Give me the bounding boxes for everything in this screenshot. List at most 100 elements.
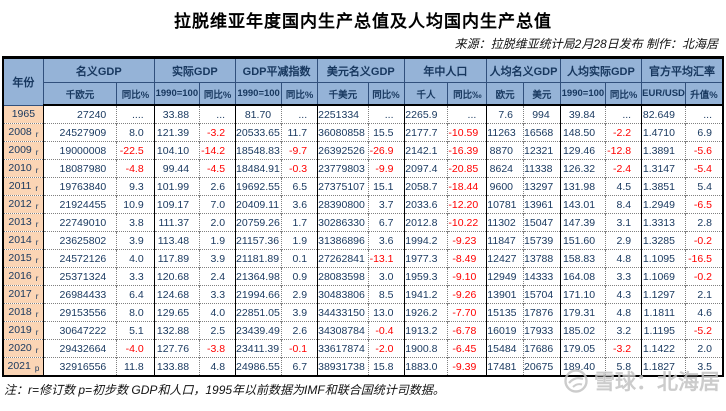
value-cell: 34433150 xyxy=(317,303,369,322)
value-cell: 39.84 xyxy=(559,104,606,124)
value-cell: 27240 xyxy=(42,104,117,124)
value-cell: 3.3 xyxy=(605,267,642,286)
value-cell: 2.4 xyxy=(199,267,236,286)
value-cell: -3.2 xyxy=(605,339,642,358)
value-cell: 111.37 xyxy=(153,213,200,232)
group-header-cell: 年份 xyxy=(2,57,44,106)
group-header-cell: 年中人口 xyxy=(403,57,488,83)
table-row: 2020 r 29432664 -4.0 127.76 -3.8 23411.39 -0.1 3… xyxy=(3,339,723,358)
revision-mark: p xyxy=(34,364,40,373)
value-cell: 9600 xyxy=(486,177,524,196)
value-cell: 8.0 xyxy=(116,123,155,142)
value-cell: 25371324 xyxy=(42,267,117,286)
value-cell: 20759.26 xyxy=(235,213,282,232)
value-cell: 1.1195 xyxy=(641,321,686,340)
value-cell: -6.78 xyxy=(447,321,487,340)
value-cell: 8870 xyxy=(486,141,524,160)
revision-mark: r xyxy=(35,148,39,157)
value-cell: -0.1 xyxy=(281,339,318,358)
table-row: 2021 p 32916556 11.8 133.88 4.8 24986.55 6.7 389… xyxy=(3,357,723,376)
value-cell: 24986.55 xyxy=(235,357,282,376)
year-cell: 2016 r xyxy=(3,267,44,286)
value-cell: -0.3 xyxy=(281,159,318,178)
value-cell: ... xyxy=(199,104,236,124)
value-cell: 15047 xyxy=(523,213,561,232)
group-header-cell: 人均名义GDP xyxy=(486,57,561,83)
value-cell: 1.1422 xyxy=(641,339,686,358)
value-cell: 1959.3 xyxy=(403,267,448,286)
value-cell: 11338 xyxy=(523,159,561,178)
revision-mark: r xyxy=(35,292,39,301)
value-cell: ... xyxy=(685,104,723,124)
footnote: 注：r=修订数 p=初步数 GDP和人口，1995年以前数据为IMF和联合国统计… xyxy=(4,383,445,397)
value-cell: 3.5 xyxy=(685,357,723,376)
table-row: 2016 r 25371324 3.3 120.68 2.4 21364.98 0.9 2808… xyxy=(3,267,723,286)
value-cell: 2.0 xyxy=(685,339,723,358)
value-cell: 10.9 xyxy=(116,195,155,214)
year-cell: 2021 p xyxy=(3,357,44,376)
value-cell: 132.88 xyxy=(153,321,200,340)
value-cell: 2.8 xyxy=(685,213,723,232)
revision-mark: r xyxy=(35,202,39,211)
year-cell: 2012 r xyxy=(3,195,44,214)
value-cell: 1.4710 xyxy=(641,123,686,142)
group-header-row: 年份 名义GDP 实际GDP GDP平减指数 美元名义GDP 年中人口 人均名义GDP 人均实… xyxy=(2,57,724,106)
source-line: 来源：拉脱维亚统计局2月28日发布 制作：北海居 xyxy=(454,37,718,51)
revision-mark: r xyxy=(35,166,39,175)
year-cell: 2019 r xyxy=(3,321,44,340)
value-cell: -7.70 xyxy=(447,303,487,322)
value-cell: 185.02 xyxy=(559,321,606,340)
value-cell: -9.39 xyxy=(447,357,487,376)
value-cell: 1900.8 xyxy=(403,339,448,358)
value-cell: 143.01 xyxy=(559,195,606,214)
table-row: 2015 r 24572126 4.0 117.89 3.9 21181.89 0.1 2726… xyxy=(3,249,723,268)
value-cell: -10.22 xyxy=(447,213,487,232)
value-cell: ... xyxy=(281,104,318,124)
value-cell: 15135 xyxy=(486,303,524,322)
value-cell: 8.4 xyxy=(605,195,642,214)
value-cell: 1.7 xyxy=(281,213,318,232)
value-cell: 5.1 xyxy=(116,321,155,340)
value-cell: 17933 xyxy=(523,321,561,340)
value-cell: 19763840 xyxy=(42,177,117,196)
value-cell: 99.44 xyxy=(153,159,200,178)
value-cell: 19000008 xyxy=(42,141,117,160)
year-cell: 2013 r xyxy=(3,213,44,232)
value-cell: 23625802 xyxy=(42,231,117,250)
value-cell: -3.2 xyxy=(199,123,236,142)
value-cell: 8.5 xyxy=(367,285,405,304)
value-cell: -3.8 xyxy=(199,339,236,358)
value-cell: 1977.3 xyxy=(403,249,448,268)
subheader-cell: 同比% xyxy=(605,82,643,106)
value-cell: -4.8 xyxy=(116,159,155,178)
value-cell: 27262841 xyxy=(317,249,369,268)
value-cell: 30286330 xyxy=(317,213,369,232)
value-cell: 3.0 xyxy=(367,267,405,286)
group-header-cell: 美元名义GDP xyxy=(317,57,405,83)
value-cell: 1.3851 xyxy=(641,177,686,196)
value-cell: 2058.7 xyxy=(403,177,448,196)
value-cell: -4.5 xyxy=(199,159,236,178)
subheader-row: 千欧元 同比% 1990=100 同比% 1990=100 同比% 千美元 同比% 千人 同比‰ 欧… xyxy=(3,82,724,106)
value-cell: 117.89 xyxy=(153,249,200,268)
revision-mark: r xyxy=(35,130,39,139)
value-cell: 2251334 xyxy=(317,104,369,124)
value-cell: -5.6 xyxy=(685,141,723,160)
value-cell: 13297 xyxy=(523,177,561,196)
value-cell: 11263 xyxy=(486,123,524,142)
value-cell: 113.48 xyxy=(153,231,200,250)
value-cell: 32916556 xyxy=(42,357,117,376)
value-cell: 24527909 xyxy=(42,123,117,142)
table-row: 2009 r 19000008 -22.5 104.10 -14.2 18548.83 -9.… xyxy=(3,141,723,160)
value-cell: ... xyxy=(367,104,405,124)
year-cell: 2009 r xyxy=(3,141,44,160)
value-cell: 26392526 xyxy=(317,141,369,160)
value-cell: 189.40 xyxy=(559,357,606,376)
value-cell: 4.5 xyxy=(605,177,642,196)
value-cell: 1.1811 xyxy=(641,303,686,322)
value-cell: -12.8 xyxy=(605,141,642,160)
value-cell: 4.0 xyxy=(199,303,236,322)
value-cell: -9.23 xyxy=(447,231,487,250)
revision-mark: r xyxy=(35,220,39,229)
value-cell: 4.0 xyxy=(116,249,155,268)
